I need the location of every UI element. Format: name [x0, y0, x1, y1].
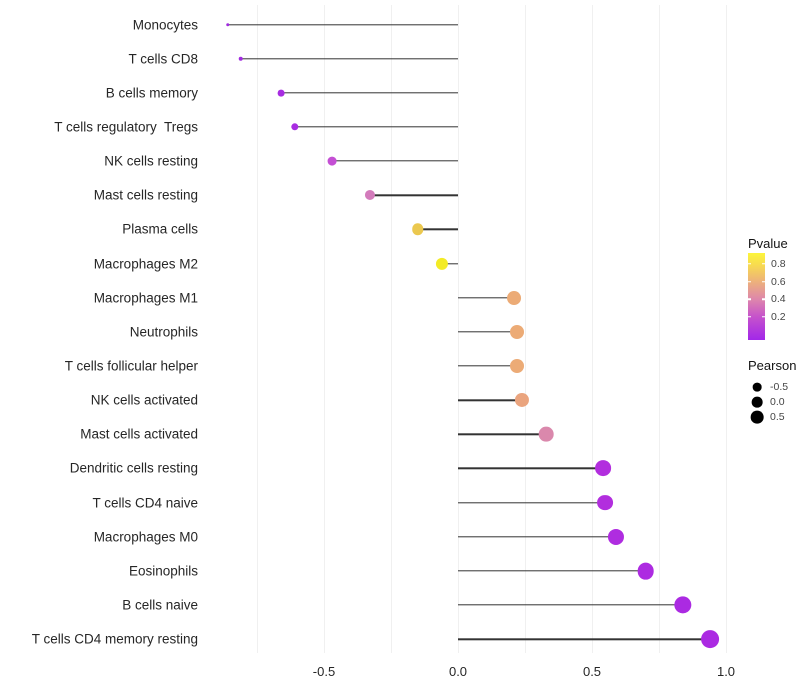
- lollipop-dot: [238, 56, 244, 61]
- y-axis-label: T cells regulatory Tregs: [54, 119, 198, 135]
- gridline: [391, 5, 392, 653]
- lollipop-stick: [458, 296, 515, 299]
- lollipop-stick: [458, 604, 684, 606]
- lollipop-dot: [327, 156, 337, 166]
- lollipop-dot: [364, 190, 375, 201]
- y-axis-label: Monocytes: [132, 17, 198, 32]
- y-axis-label: Macrophages M2: [93, 256, 198, 272]
- lollipop-dot: [225, 22, 230, 27]
- x-tick-label: -0.5: [312, 664, 336, 679]
- pvalue-colorbar: [748, 253, 765, 340]
- pearson-legend-label: 0.0: [770, 396, 785, 408]
- lollipop-dot: [290, 123, 299, 131]
- pearson-legend-label: 0.5: [770, 411, 785, 423]
- y-axis-label: Dendritic cells resting: [69, 460, 198, 476]
- y-axis-label: NK cells resting: [104, 153, 198, 169]
- pvalue-tick-mark: [748, 280, 751, 283]
- pvalue-tick-mark: [748, 298, 751, 300]
- lollipop-dot: [515, 393, 530, 408]
- pvalue-tick-label: 0.8: [771, 257, 786, 270]
- lollipop-dot: [597, 494, 614, 511]
- lollipop-dot: [509, 324, 524, 339]
- pvalue-tick-label: 0.6: [771, 275, 786, 288]
- pvalue-tick-mark: [748, 263, 751, 265]
- y-axis-label: T cells CD4 memory resting: [31, 631, 198, 647]
- lollipop-stick: [458, 501, 606, 504]
- lollipop-dot: [637, 562, 654, 580]
- lollipop-stick: [281, 92, 458, 94]
- lollipop-dot: [594, 460, 611, 477]
- pvalue-tick-mark: [762, 280, 765, 283]
- pvalue-tick-label: 0.4: [771, 293, 786, 306]
- y-axis-label: B cells memory: [105, 85, 198, 101]
- lollipop-stick: [417, 228, 458, 231]
- lollipop-stick: [458, 570, 646, 572]
- pvalue-legend-title: Pvalue: [748, 236, 788, 251]
- y-axis-label: Plasma cells: [122, 221, 198, 237]
- pvalue-tick-mark: [762, 315, 765, 318]
- lollipop-dot: [700, 630, 719, 649]
- gridline: [659, 5, 660, 653]
- y-axis-label: B cells naive: [122, 597, 198, 613]
- lollipop-stick: [441, 262, 458, 265]
- y-axis-label: Macrophages M1: [93, 290, 198, 306]
- lollipop-stick: [227, 23, 458, 26]
- lollipop-dot: [539, 426, 554, 442]
- lollipop-dot: [674, 596, 692, 614]
- x-tick-label: 0.0: [448, 664, 468, 679]
- gridline: [458, 5, 459, 653]
- y-axis-label: Mast cells activated: [80, 426, 198, 442]
- lollipop-stick: [332, 160, 458, 162]
- lollipop-dot: [435, 257, 448, 270]
- gridline: [324, 5, 325, 653]
- pearson-legend-dot: [752, 382, 762, 392]
- pvalue-tick-mark: [762, 298, 765, 300]
- y-axis-label: T cells CD8: [128, 51, 198, 67]
- lollipop-stick: [458, 536, 617, 538]
- lollipop-dot: [507, 290, 522, 305]
- pvalue-tick-label: 0.2: [771, 310, 786, 323]
- pearson-legend-label: -0.5: [770, 381, 789, 393]
- y-axis-label: T cells follicular helper: [64, 358, 198, 374]
- lollipop-dot: [277, 89, 285, 97]
- lollipop-dot: [608, 528, 625, 545]
- y-axis-label: NK cells activated: [90, 392, 198, 408]
- pearson-legend-dot: [750, 410, 764, 424]
- lollipop-stick: [458, 331, 517, 333]
- lollipop-dot: [509, 359, 524, 373]
- gridline: [525, 5, 526, 653]
- pearson-legend-title: Pearson: [748, 358, 797, 373]
- lollipop-stick: [369, 194, 458, 196]
- lollipop-stick: [458, 467, 603, 470]
- gridline: [592, 5, 593, 653]
- pvalue-tick-mark: [762, 263, 765, 265]
- gridline: [726, 5, 727, 653]
- y-axis-label: Neutrophils: [129, 324, 198, 340]
- y-axis-label: Mast cells resting: [93, 187, 198, 203]
- pearson-legend-dot: [751, 396, 763, 408]
- y-axis-label: T cells CD4 naive: [92, 495, 198, 511]
- lollipop-dot: [412, 223, 424, 236]
- x-tick-label: 0.5: [582, 664, 602, 679]
- lollipop-stick: [458, 365, 517, 367]
- lollipop-stick: [294, 126, 458, 128]
- lollipop-stick: [458, 638, 710, 640]
- y-axis-label: Eosinophils: [128, 563, 198, 579]
- gridline: [257, 5, 258, 653]
- lollipop-stick: [240, 57, 458, 60]
- x-tick-label: 1.0: [716, 664, 736, 679]
- lollipop-stick: [458, 399, 523, 401]
- pvalue-tick-mark: [748, 315, 751, 318]
- y-axis-label: Macrophages M0: [93, 529, 198, 545]
- lollipop-stick: [458, 433, 547, 435]
